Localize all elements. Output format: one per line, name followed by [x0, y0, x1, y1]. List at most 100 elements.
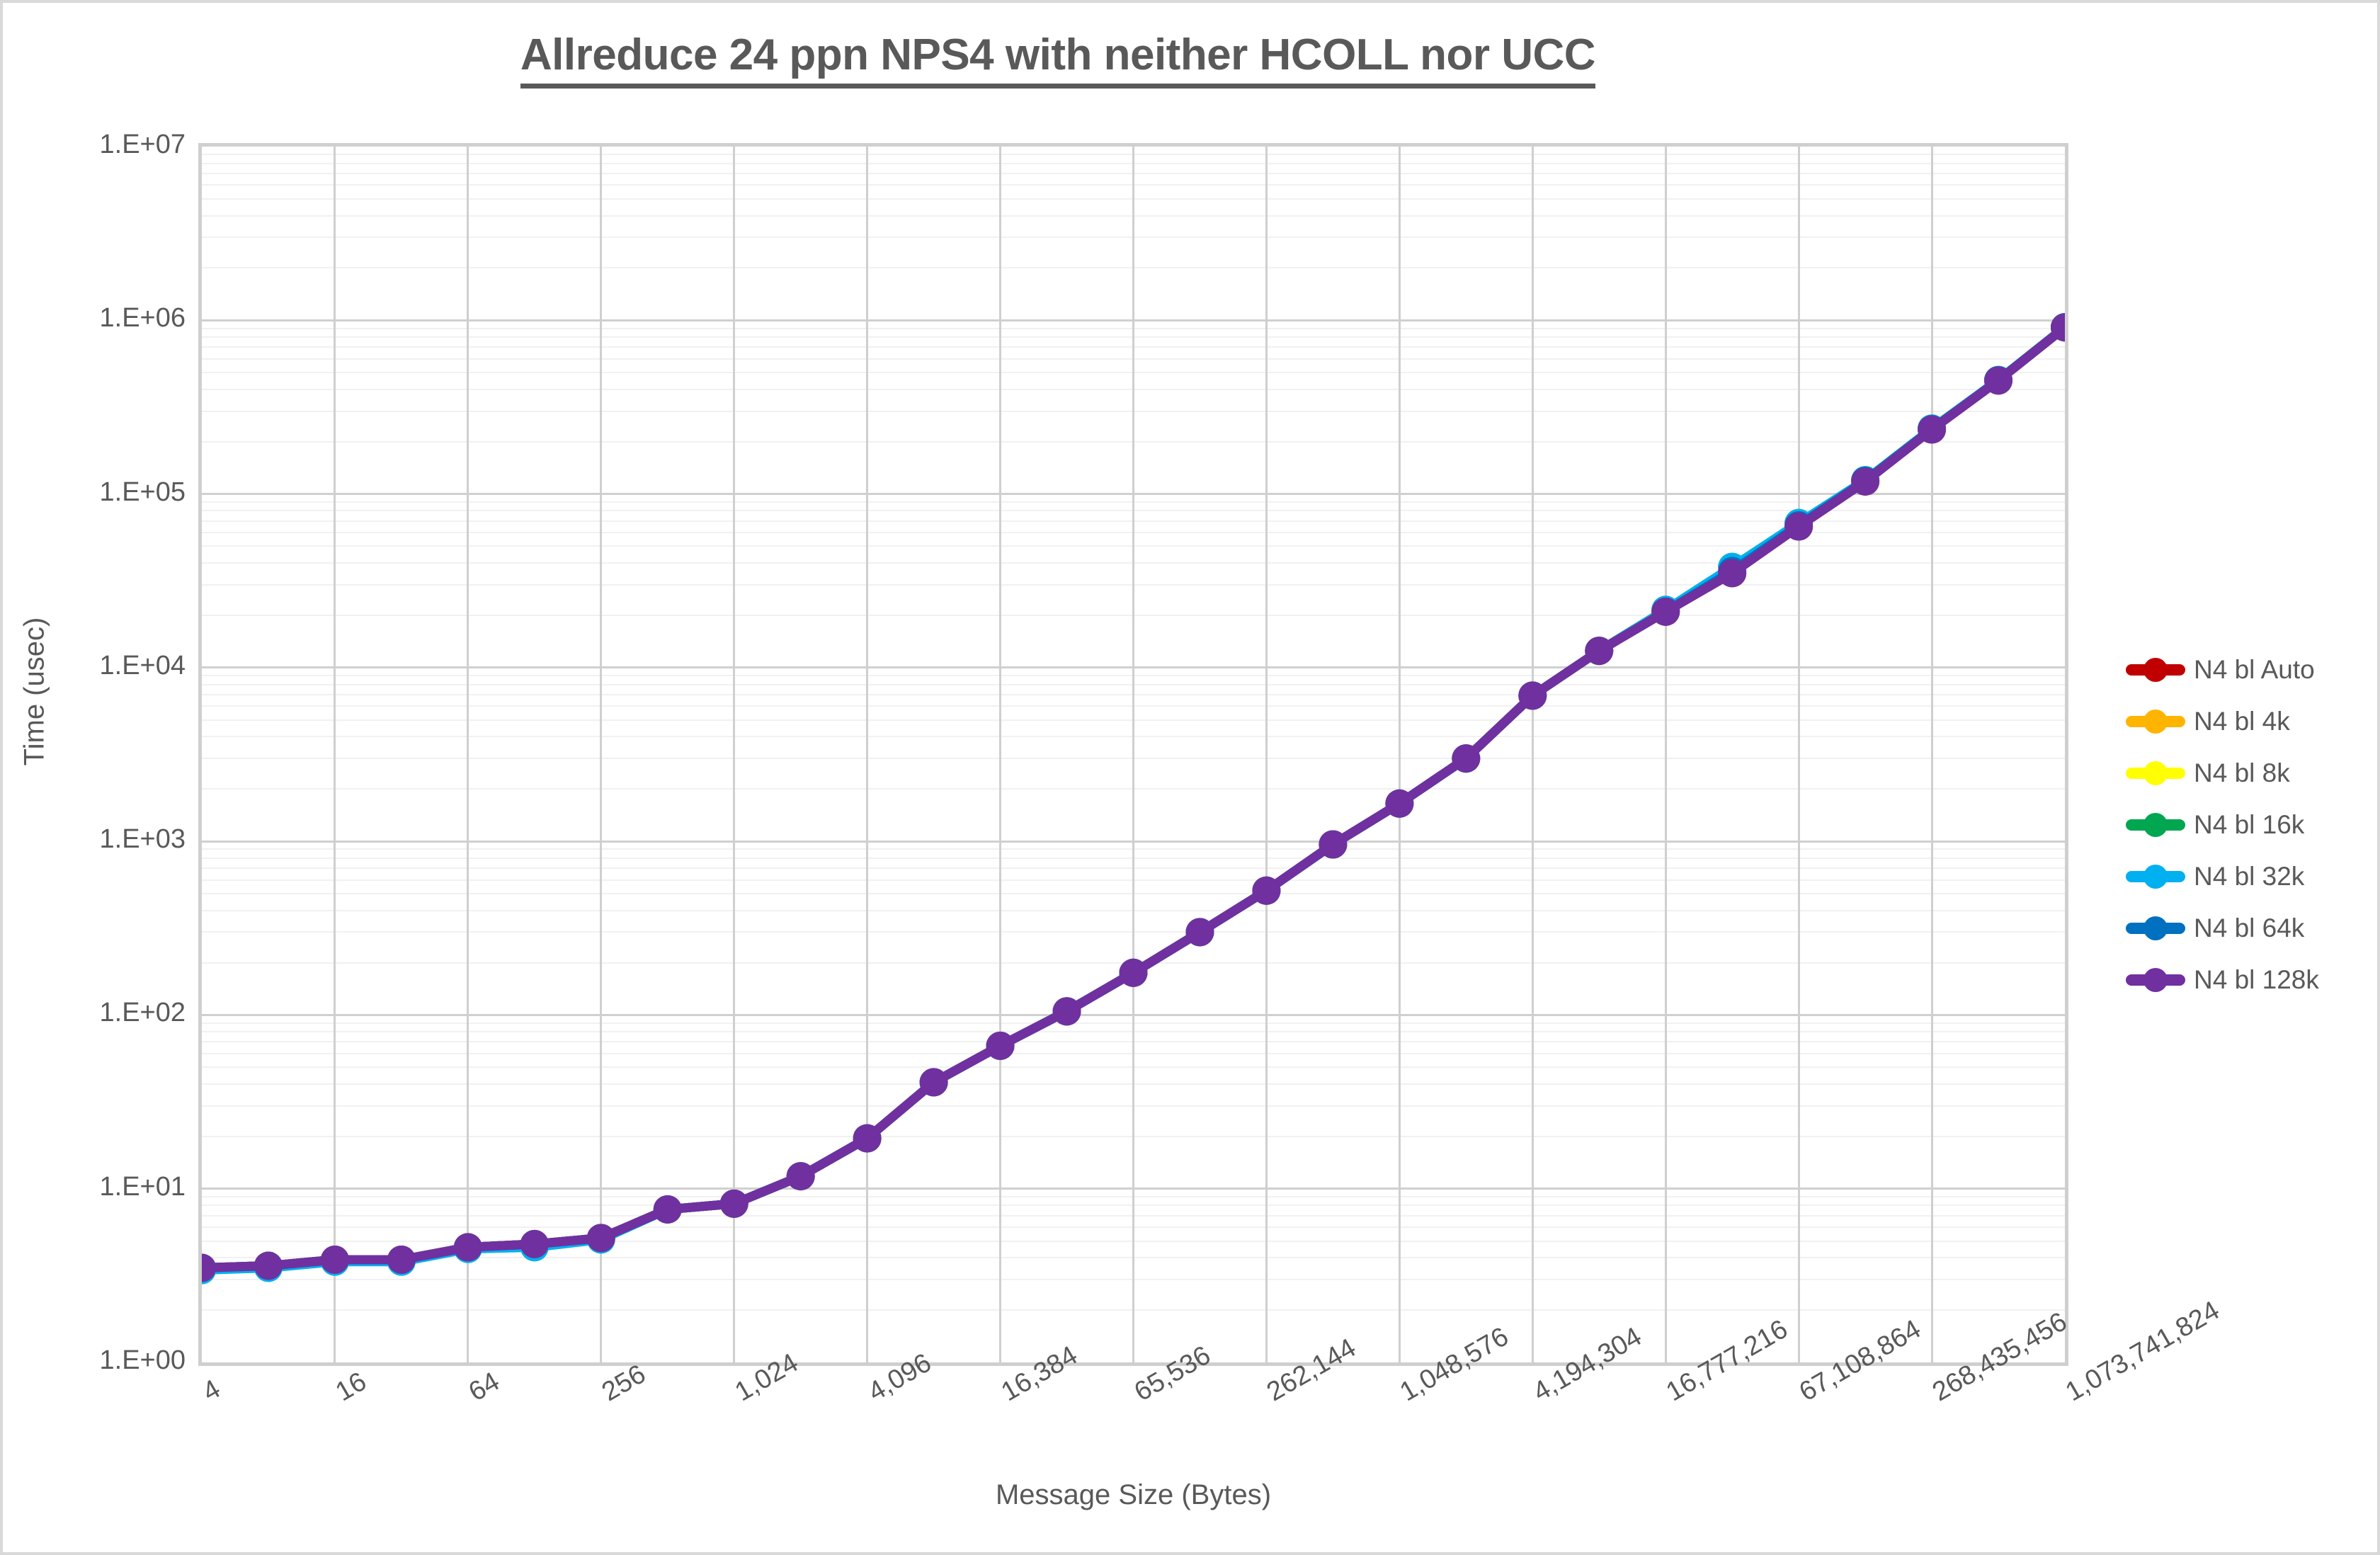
legend-marker-icon [2143, 709, 2168, 734]
y-axis-tick-label: 1.E+02 [99, 998, 186, 1028]
legend-marker-icon [2143, 657, 2168, 682]
x-axis-tick-label: 4 [198, 1374, 226, 1408]
series-line [202, 322, 2065, 1275]
legend-swatch-icon [2126, 967, 2185, 992]
series-n4-bl-32k [202, 312, 2065, 1285]
legend-item-label: N4 bl 64k [2194, 913, 2305, 942]
data-point [1918, 415, 1947, 444]
data-point [320, 1246, 349, 1275]
data-point [1718, 559, 1747, 588]
y-axis-tick-label: 1.E+05 [99, 477, 186, 507]
gridline-major-vertical [999, 147, 1002, 1362]
y-axis-tick-label: 1.E+03 [99, 824, 186, 855]
data-point [1851, 467, 1880, 496]
legend-marker-icon [2143, 967, 2168, 992]
legend-swatch-icon [2126, 916, 2185, 940]
legend-marker-icon [2143, 812, 2168, 837]
data-point [202, 1253, 216, 1282]
series-line [202, 322, 2065, 1273]
plot-area [198, 143, 2068, 1366]
legend-marker-icon [2143, 864, 2168, 889]
data-point [919, 1068, 948, 1097]
gridline-major-vertical [1930, 147, 1933, 1362]
series-layer [202, 312, 2065, 1285]
data-point [1052, 997, 1081, 1026]
gridline-major-vertical [866, 147, 869, 1362]
legend-swatch-icon [2126, 761, 2185, 785]
series-line [202, 322, 2065, 1273]
series-n4-bl-16k [202, 312, 2065, 1282]
gridline-major-vertical [1531, 147, 1534, 1362]
legend-item-n4-bl-8k[interactable]: N4 bl 8k [2126, 747, 2367, 799]
data-point [786, 1162, 815, 1191]
legend-item-n4-bl-16k[interactable]: N4 bl 16k [2126, 799, 2367, 850]
series-n4-bl-8k [202, 313, 2065, 1282]
chart-title: Allreduce 24 ppn NPS4 with neither HCOLL… [3, 30, 2113, 89]
legend-item-label: N4 bl Auto [2194, 654, 2315, 684]
x-axis-tick-label: 16 [330, 1366, 372, 1408]
gridline-major-vertical [334, 147, 336, 1362]
series-line [202, 322, 2065, 1273]
y-axis-tick-label: 1.E+07 [99, 130, 186, 159]
gridline-major-vertical [1664, 147, 1667, 1362]
legend-item-label: N4 bl 32k [2194, 861, 2305, 891]
legend-swatch-icon [2126, 657, 2185, 682]
y-axis-title: Time (usec) [18, 617, 50, 766]
data-point [2051, 313, 2065, 342]
series-line [202, 322, 2065, 1273]
legend-item-n4-bl-64k[interactable]: N4 bl 64k [2126, 902, 2367, 954]
data-point [1585, 637, 1614, 666]
data-point [387, 1246, 416, 1275]
legend-item-label: N4 bl 128k [2194, 964, 2319, 994]
gridline-major-vertical [1132, 147, 1134, 1362]
gridline-major-vertical [467, 147, 469, 1362]
data-point [586, 1224, 615, 1253]
y-axis-tick-label: 1.E+06 [99, 303, 186, 334]
y-axis-tick-label: 1.E+04 [99, 650, 186, 680]
x-axis-title: Message Size (Bytes) [995, 1479, 1272, 1510]
gridline-major-vertical [600, 147, 603, 1362]
x-axis-tick-label: 1,073,741,824 [2061, 1295, 2225, 1408]
data-point [520, 1229, 549, 1258]
legend-item-label: N4 bl 4k [2194, 706, 2290, 736]
gridlines-layer [202, 147, 2065, 1362]
legend-swatch-icon [2126, 864, 2185, 889]
data-point [1651, 597, 1680, 626]
legend-swatch-icon [2126, 709, 2185, 734]
x-axis-tick-label: 64 [463, 1366, 505, 1408]
data-point [986, 1031, 1015, 1060]
series-n4-bl-128k [202, 313, 2065, 1282]
legend-item-n4-bl-4k[interactable]: N4 bl 4k [2126, 695, 2367, 747]
data-point [1319, 830, 1348, 859]
data-point [853, 1124, 882, 1153]
legend-marker-icon [2143, 761, 2168, 785]
legend-swatch-icon [2126, 812, 2185, 837]
x-axis-tick-label: 256 [596, 1359, 651, 1408]
chart-title-text: Allreduce 24 ppn NPS4 with neither HCOLL… [520, 30, 1596, 89]
gridline-major-vertical [1265, 147, 1268, 1362]
series-line [202, 322, 2065, 1273]
legend-item-label: N4 bl 8k [2194, 758, 2290, 787]
gridline-major-vertical [1398, 147, 1401, 1362]
data-point [1119, 958, 1148, 987]
data-point [1452, 744, 1481, 773]
legend-item-n4-bl-auto[interactable]: N4 bl Auto [2126, 644, 2367, 695]
legend-item-n4-bl-128k[interactable]: N4 bl 128k [2126, 954, 2367, 1006]
data-point [1185, 918, 1214, 947]
series-line [202, 322, 2065, 1273]
data-point [254, 1251, 283, 1280]
data-point [1385, 789, 1414, 818]
data-point [1784, 512, 1814, 541]
series-n4-bl-auto [202, 313, 2065, 1282]
gridline-major-vertical [1797, 147, 1800, 1362]
legend-item-label: N4 bl 16k [2194, 809, 2305, 839]
y-axis-tick-label: 1.E+00 [99, 1345, 186, 1375]
series-n4-bl-4k [202, 313, 2065, 1282]
data-point [1984, 366, 2013, 395]
chart-legend: N4 bl Auto N4 bl 4k N4 bl 8k N4 bl 16k N4 bl… [2126, 644, 2367, 1006]
data-point [653, 1195, 682, 1224]
gridline-major-vertical [733, 147, 736, 1362]
legend-marker-icon [2143, 916, 2168, 940]
y-axis-tick-label: 1.E+01 [99, 1171, 186, 1202]
legend-item-n4-bl-32k[interactable]: N4 bl 32k [2126, 850, 2367, 902]
